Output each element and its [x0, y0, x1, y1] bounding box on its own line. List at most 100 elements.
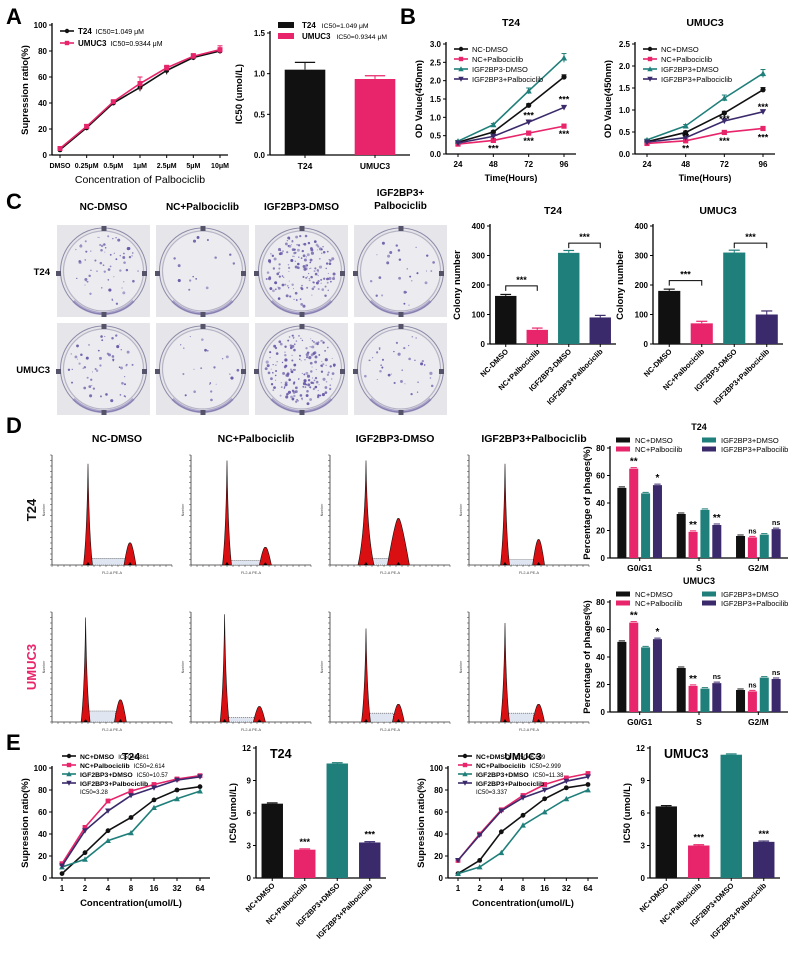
colony-dot	[214, 256, 217, 259]
x-tick-label: 8	[129, 884, 134, 893]
colony-dot	[408, 304, 410, 306]
colony-dot	[289, 295, 292, 298]
column-header: NC-DMSO	[92, 433, 142, 445]
colony-dot	[110, 399, 114, 403]
dish-notch	[353, 369, 358, 374]
y-tick-label: 0.5	[619, 128, 631, 137]
colony-dot	[315, 368, 317, 371]
x-tick-label: 0.5μM	[103, 163, 123, 170]
significance-label: ***	[516, 275, 527, 285]
colony-dot	[309, 261, 312, 264]
legend-label: UMUC3 IC50=0.9344 μM	[78, 39, 163, 48]
colony-dot	[200, 367, 203, 370]
x-tick-label: G0/G1	[627, 717, 652, 727]
x-tick-label: G2/M	[748, 717, 769, 727]
colony-dot	[306, 276, 308, 278]
colony-dot	[404, 383, 406, 385]
colony-dot	[99, 395, 102, 398]
series-line	[457, 106, 565, 144]
colony-dot	[306, 253, 310, 257]
x-tick-label: 8	[521, 884, 526, 893]
colony-dot	[425, 254, 429, 257]
colony-dot	[137, 270, 139, 272]
colony-dot	[132, 279, 135, 283]
data-point	[682, 122, 689, 129]
colony-dot	[125, 363, 128, 366]
colony-dot	[283, 387, 285, 389]
data-point	[197, 788, 203, 794]
significance-label: **	[682, 131, 690, 141]
legend-label: NC+Palbociclib	[472, 55, 523, 64]
colony-dot	[281, 250, 284, 253]
colony-dot	[271, 254, 275, 258]
colony-dot	[306, 351, 310, 354]
data-point	[563, 775, 569, 781]
colony-dot	[305, 347, 308, 350]
dish-well	[260, 230, 343, 312]
dish-notch	[398, 324, 404, 329]
colony-dot	[88, 274, 91, 278]
column-header: IGF2BP3-DMSO	[356, 433, 435, 445]
peak-marker	[86, 562, 90, 565]
data-point	[197, 784, 203, 790]
colony-dot	[305, 276, 308, 279]
data-point	[137, 81, 143, 86]
y-axis-label: OD Value(450nm)	[603, 60, 614, 138]
colony-dot	[266, 364, 270, 368]
colony-dot	[284, 383, 288, 387]
colony-dot	[318, 247, 323, 251]
colony-dot	[221, 358, 224, 360]
y-tick-label: 20	[596, 681, 605, 690]
x-axis-label: Concentration(umol/L)	[80, 898, 182, 909]
y-axis-label: Percentage of phages(%)	[582, 600, 593, 714]
colony-dot	[318, 265, 323, 269]
data-point	[585, 782, 591, 787]
colony-dot	[71, 368, 73, 370]
chart-b2: 0.0 0.5 1.0 1.5 2.0 2.5 OD Value(450nm) UMUC3 24…	[603, 17, 775, 183]
series-igf2bp3-palbociclib	[454, 104, 568, 147]
colony-dot	[307, 383, 311, 387]
bar-g0-g1-3	[641, 647, 651, 712]
histogram: Number FL2-A PE-A	[320, 454, 451, 575]
y-axis-label: IC50 (umol/L)	[622, 783, 633, 843]
y-tick-label: 100	[472, 311, 486, 320]
peak-marker	[364, 719, 368, 722]
colony-dot	[276, 361, 278, 363]
colony-dot	[311, 377, 314, 379]
colony-dot	[289, 368, 293, 371]
peak-marker	[503, 562, 507, 565]
colony-dot	[325, 364, 327, 367]
significance-label: ns	[748, 528, 756, 535]
series-igf2bp3-palbociclib	[59, 774, 203, 869]
y-tick-label: 80	[596, 444, 605, 453]
data-point	[462, 753, 468, 759]
series-igf2bp3-dmso	[455, 787, 591, 876]
colony-dot	[299, 358, 301, 361]
colony-dot	[333, 365, 335, 367]
colony-dot	[293, 381, 296, 384]
y-tick-label: 3	[247, 842, 252, 851]
colony-dot	[278, 271, 280, 274]
significance-label: ***	[523, 111, 534, 121]
colony-dot	[83, 366, 87, 369]
g1-peak	[83, 463, 93, 566]
colony-dot	[432, 261, 435, 264]
colony-dot	[111, 298, 114, 301]
legend-swatch	[616, 437, 630, 443]
y-axis-label: Supression ratio(%)	[20, 45, 31, 135]
colony-dot	[173, 257, 176, 260]
colony-dot	[293, 256, 295, 258]
colony-dot	[313, 285, 316, 288]
g1-peak	[500, 622, 510, 723]
dish-notch	[142, 271, 147, 276]
data-point	[84, 123, 90, 129]
significance-label: **	[630, 611, 638, 622]
colony-dot	[279, 394, 282, 397]
legend-label: IGF2BP3+Palbociclib	[476, 781, 544, 788]
colony-dot	[184, 394, 187, 397]
colony-dot	[297, 244, 301, 247]
significance-label: ***	[693, 833, 704, 843]
colony-dot	[278, 267, 281, 270]
colony-dot	[381, 366, 384, 369]
